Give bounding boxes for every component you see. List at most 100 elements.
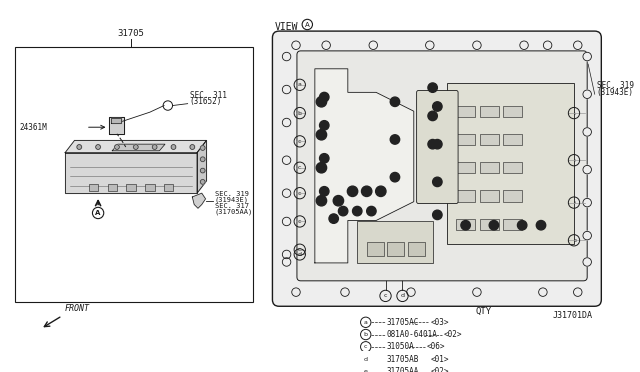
Circle shape [583, 52, 591, 61]
FancyBboxPatch shape [456, 219, 475, 230]
Text: (31943E): (31943E) [596, 88, 634, 97]
Text: e: e [572, 158, 576, 163]
Circle shape [473, 288, 481, 296]
Text: a: a [298, 82, 301, 87]
Circle shape [200, 180, 205, 184]
Polygon shape [197, 140, 207, 193]
Circle shape [518, 221, 527, 230]
Circle shape [583, 128, 591, 136]
Text: 31705: 31705 [118, 29, 145, 38]
Text: 31705AC: 31705AC [387, 318, 419, 327]
Circle shape [152, 145, 157, 150]
Circle shape [433, 177, 442, 187]
Circle shape [282, 52, 291, 61]
Circle shape [316, 163, 326, 173]
Text: 31705AA: 31705AA [387, 367, 419, 372]
Circle shape [200, 168, 205, 173]
Circle shape [583, 258, 591, 266]
Polygon shape [112, 144, 165, 151]
Polygon shape [109, 117, 125, 134]
Text: SEC. 319: SEC. 319 [215, 191, 249, 197]
Text: c: c [384, 294, 387, 298]
FancyBboxPatch shape [447, 83, 574, 244]
FancyBboxPatch shape [503, 162, 522, 173]
Circle shape [190, 145, 195, 150]
Circle shape [433, 140, 442, 149]
Circle shape [433, 102, 442, 111]
Circle shape [536, 221, 546, 230]
Circle shape [282, 189, 291, 198]
Circle shape [433, 210, 442, 219]
FancyBboxPatch shape [367, 242, 383, 256]
Text: a: a [572, 110, 576, 116]
FancyBboxPatch shape [417, 90, 458, 203]
FancyBboxPatch shape [15, 47, 253, 302]
Circle shape [96, 145, 100, 150]
Circle shape [316, 129, 326, 140]
Text: J31701DA: J31701DA [553, 311, 593, 320]
Text: A: A [305, 22, 310, 28]
FancyBboxPatch shape [273, 31, 602, 306]
Text: <02>: <02> [444, 330, 462, 339]
Circle shape [171, 145, 176, 150]
Circle shape [282, 85, 291, 94]
Text: b: b [572, 238, 576, 243]
Text: c: c [364, 344, 367, 349]
Circle shape [322, 41, 330, 49]
Circle shape [200, 157, 205, 161]
Circle shape [390, 97, 399, 106]
Circle shape [573, 288, 582, 296]
Text: e: e [364, 369, 367, 372]
Circle shape [543, 41, 552, 49]
FancyBboxPatch shape [164, 184, 173, 191]
Circle shape [333, 196, 344, 206]
Circle shape [489, 221, 499, 230]
Circle shape [282, 118, 291, 127]
Text: FRONT: FRONT [65, 304, 90, 313]
Circle shape [115, 145, 119, 150]
Circle shape [282, 156, 291, 164]
FancyBboxPatch shape [89, 184, 98, 191]
FancyBboxPatch shape [456, 162, 475, 173]
FancyBboxPatch shape [357, 221, 433, 263]
Circle shape [520, 41, 528, 49]
Circle shape [407, 288, 415, 296]
Circle shape [353, 206, 362, 216]
Circle shape [428, 140, 437, 149]
Text: QTY: QTY [476, 307, 492, 316]
Text: VIEW: VIEW [275, 22, 298, 32]
Circle shape [362, 186, 372, 196]
Circle shape [583, 166, 591, 174]
Circle shape [473, 41, 481, 49]
Polygon shape [65, 140, 207, 153]
Circle shape [426, 41, 434, 49]
Text: c: c [298, 191, 301, 196]
Circle shape [340, 288, 349, 296]
Circle shape [133, 145, 138, 150]
Circle shape [319, 121, 329, 130]
Circle shape [339, 206, 348, 216]
Circle shape [539, 288, 547, 296]
FancyBboxPatch shape [387, 242, 404, 256]
FancyBboxPatch shape [503, 190, 522, 202]
Text: SEC. 317: SEC. 317 [215, 203, 249, 209]
Circle shape [461, 221, 470, 230]
Circle shape [583, 90, 591, 99]
Text: <02>: <02> [430, 367, 449, 372]
Text: (31705AA): (31705AA) [215, 208, 253, 215]
Circle shape [573, 41, 582, 49]
Circle shape [583, 198, 591, 207]
FancyBboxPatch shape [480, 106, 499, 117]
Circle shape [319, 187, 329, 196]
Text: d: d [298, 252, 302, 257]
Circle shape [77, 145, 82, 150]
FancyBboxPatch shape [503, 219, 522, 230]
FancyBboxPatch shape [456, 134, 475, 145]
Text: 31705AB: 31705AB [387, 355, 419, 363]
Circle shape [319, 92, 329, 102]
Polygon shape [111, 118, 121, 122]
FancyBboxPatch shape [456, 106, 475, 117]
FancyBboxPatch shape [456, 190, 475, 202]
FancyBboxPatch shape [503, 106, 522, 117]
Circle shape [282, 258, 291, 266]
